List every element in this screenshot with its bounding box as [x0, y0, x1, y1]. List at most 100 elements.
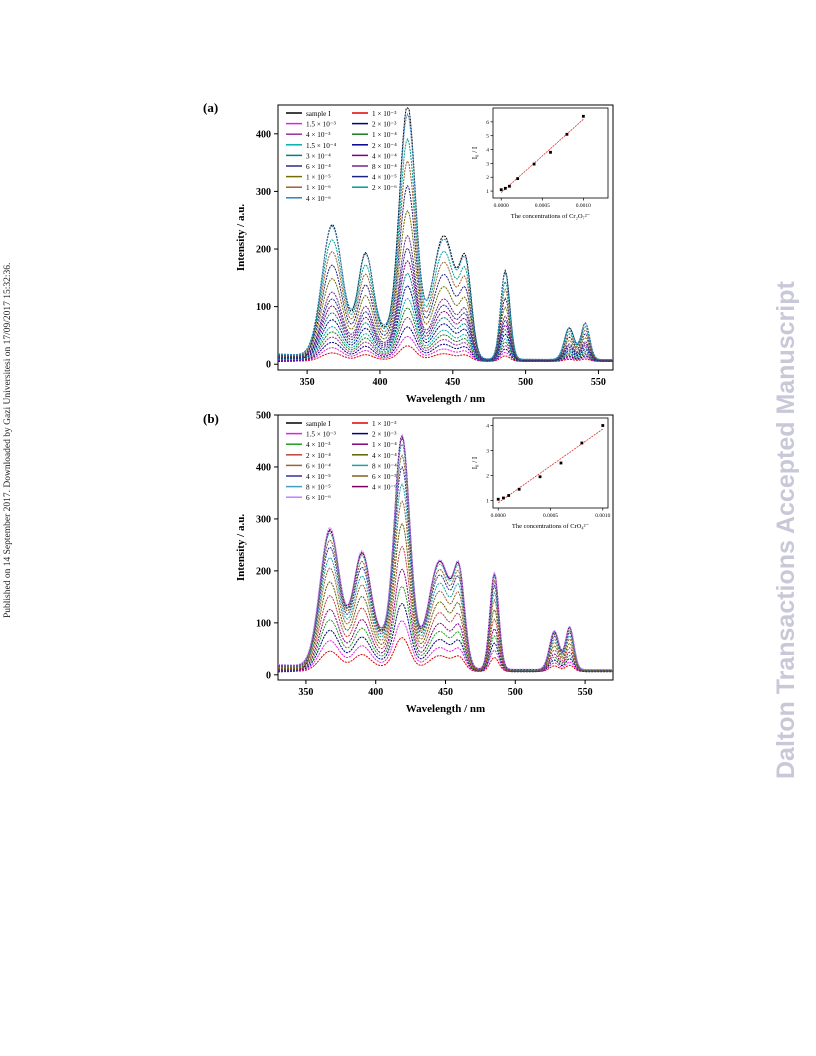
- series-line-14: [277, 184, 613, 361]
- legend-label: 2 × 10⁻⁴: [306, 452, 331, 460]
- inset-data-point: [532, 162, 536, 166]
- inset-fit-line: [500, 119, 584, 193]
- x-tick-label: 500: [508, 687, 523, 698]
- series-line-6: [278, 568, 613, 672]
- inset-x-tick-label: 0.0010: [595, 513, 610, 519]
- inset-y-tick-label: 4: [486, 148, 489, 154]
- series-line-11: [278, 465, 613, 671]
- y-tick-label: 400: [256, 129, 271, 140]
- inset-data-point: [516, 177, 520, 181]
- legend-label: 4 × 10⁻⁶: [372, 484, 397, 492]
- legend-label: 1 × 10⁻⁴: [372, 131, 397, 139]
- inset-fit-line: [497, 428, 604, 504]
- series-line-9: [277, 500, 613, 671]
- legend-label: 2 × 10⁻³: [372, 121, 397, 129]
- y-tick-label: 300: [256, 187, 271, 198]
- legend-label: 2 × 10⁻³: [372, 431, 397, 439]
- x-axis-label: Wavelength / nm: [406, 393, 485, 405]
- series-line-5: [278, 316, 613, 362]
- panel-b-label: (b): [203, 411, 219, 426]
- legend-label: 6 × 10⁻⁵: [372, 473, 397, 481]
- legend-label: 1.5 × 10⁻⁴: [306, 142, 337, 150]
- y-tick-label: 200: [256, 566, 271, 577]
- publication-note: Published on 14 September 2017. Download…: [3, 262, 13, 618]
- legend-label: 1 × 10⁻⁴: [372, 441, 397, 449]
- inset-x-tick-label: 0.0010: [576, 203, 591, 209]
- legend-label: sample I: [306, 420, 331, 428]
- series-line-10: [278, 483, 613, 671]
- legend-label: 8 × 10⁻⁵: [306, 484, 331, 492]
- x-tick-label: 450: [445, 377, 460, 388]
- legend-label: 1.5 × 10⁻³: [306, 121, 337, 129]
- inset-y-tick-label: 6: [486, 120, 489, 126]
- inset-background: [471, 416, 612, 534]
- inset-x-axis-label: The concentrations of Cr₂O₇²⁻: [511, 213, 591, 220]
- legend-label: sample I: [306, 110, 331, 118]
- inset-data-point: [538, 475, 542, 479]
- legend-label: 4 × 10⁻⁴: [372, 452, 397, 460]
- legend-label: 2 × 10⁻⁴: [372, 142, 397, 150]
- x-tick-label: 350: [298, 687, 313, 698]
- series-line-12: [277, 234, 613, 361]
- inset-data-point: [549, 150, 552, 154]
- inset-y-tick-label: 1: [486, 499, 489, 505]
- inset-x-axis-label: The concentrations of CrO₄²⁻: [512, 523, 590, 530]
- legend-label: 1 × 10⁻³: [372, 420, 397, 428]
- legend-label: 6 × 10⁻⁴: [306, 163, 331, 171]
- legend-label: 8 × 10⁻⁴: [372, 163, 397, 171]
- series-line-5: [278, 585, 613, 672]
- series-line-15: [277, 433, 613, 670]
- series-line-8: [277, 523, 613, 672]
- inset-data-point: [517, 487, 521, 491]
- y-tick-label: 300: [256, 514, 271, 525]
- legend-label: 6 × 10⁻⁶: [306, 494, 331, 502]
- y-tick-label: 0: [266, 670, 271, 681]
- x-tick-label: 550: [591, 377, 606, 388]
- inset-x-tick-label: 0.0000: [494, 203, 509, 209]
- inset-data-point: [580, 441, 584, 445]
- series-line-12: [278, 454, 613, 671]
- inset-data-point: [581, 114, 585, 118]
- y-tick-label: 200: [256, 245, 271, 256]
- legend-label: 3 × 10⁻⁴: [306, 152, 331, 160]
- inset-y-axis-label: I₀ / I: [471, 456, 479, 469]
- legend-label: 1 × 10⁻³: [372, 110, 397, 118]
- inset-data-point: [503, 186, 507, 190]
- inset-data-point: [507, 494, 511, 497]
- inset-data-point: [601, 424, 605, 427]
- x-tick-label: 400: [368, 687, 383, 698]
- chart-a: 350 400 450 500 550 0 100 200 300 400 Wavelength /…: [235, 104, 614, 405]
- inset-x-tick-label: 0.0005: [535, 203, 550, 209]
- inset-x-tick-label: 0.0005: [543, 513, 558, 519]
- inset-y-tick-label: 2: [486, 474, 489, 480]
- inset-y-tick-label: 5: [486, 134, 489, 140]
- x-axis-label: Wavelength / nm: [406, 703, 485, 715]
- inset-y-tick-label: 4: [486, 424, 489, 430]
- inset-x-tick-label: 0.0000: [491, 513, 506, 519]
- panel-a-label: (a): [203, 100, 219, 115]
- inset-frame: [492, 107, 609, 199]
- y-tick-label: 400: [256, 462, 271, 473]
- series-line-4: [277, 326, 613, 362]
- legend-label: 1 × 10⁻⁶: [306, 184, 331, 192]
- inset-data-point: [565, 132, 569, 136]
- series-line-7: [278, 545, 613, 672]
- legend-label: 4 × 10⁻⁵: [306, 473, 331, 481]
- series-line-15: [277, 159, 614, 361]
- legend-label: 1.5 × 10⁻³: [306, 431, 337, 439]
- series-line-3: [278, 335, 613, 362]
- x-tick-label: 450: [438, 687, 453, 698]
- series-line-3: [277, 620, 613, 672]
- inset-y-tick-label: 3: [486, 161, 489, 167]
- y-tick-label: 0: [266, 360, 271, 371]
- x-tick-label: 500: [518, 377, 533, 388]
- legend-label: 2 × 10⁻⁶: [372, 184, 397, 192]
- legend-label: 1 × 10⁻⁵: [306, 174, 331, 182]
- inset-data-point: [499, 188, 503, 192]
- series-line-2: [278, 345, 613, 362]
- inset-y-axis-label: I₀ / I: [471, 146, 479, 159]
- y-tick-label: 100: [256, 618, 271, 629]
- legend-label: 6 × 10⁻⁴: [306, 462, 331, 470]
- series-line-2: [278, 637, 613, 672]
- inset-data-point: [559, 461, 563, 465]
